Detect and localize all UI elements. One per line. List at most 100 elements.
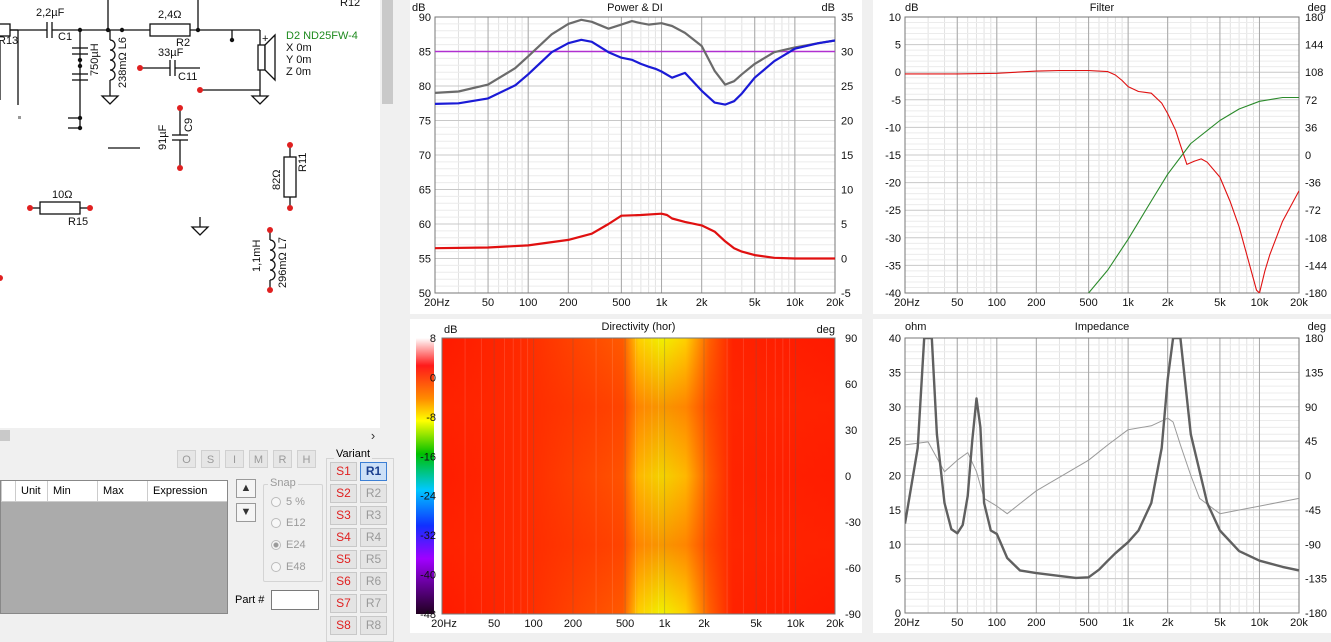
variant-button-s8[interactable]: S8: [330, 616, 357, 635]
graph-title: Impedance: [1075, 321, 1129, 333]
part-number-input[interactable]: [271, 590, 319, 610]
snap-title: Snap: [268, 477, 298, 489]
r2-ref-label: R2: [176, 37, 190, 49]
snap-option-e12[interactable]: E12: [271, 517, 306, 529]
c1-value-label: 2,2µF: [36, 7, 65, 19]
variant-button-r5[interactable]: R5: [360, 550, 387, 569]
schematic-vertical-scrollbar[interactable]: [380, 0, 395, 428]
scale-tick-label: -40: [420, 570, 436, 582]
toolbar-button-s[interactable]: S: [201, 450, 220, 468]
l6-ref-label: 238mΩ L6: [117, 37, 129, 88]
toolbar-button-m[interactable]: M: [249, 450, 268, 468]
variant-button-r7[interactable]: R7: [360, 594, 387, 613]
toolbar-button-h[interactable]: H: [297, 450, 316, 468]
y2-tick-label: -60: [845, 563, 861, 575]
scale-tick-label: -24: [420, 491, 436, 503]
variant-button-s5[interactable]: S5: [330, 550, 357, 569]
vertical-scroll-thumb[interactable]: [382, 0, 393, 104]
x-tick-label: 1k: [1122, 617, 1134, 629]
x-tick-label: 500: [1079, 617, 1097, 629]
snap-option-e24[interactable]: E24: [271, 539, 306, 551]
y-tick-label: 80: [419, 81, 431, 93]
column-min[interactable]: Min: [53, 485, 71, 497]
filter-series-group: [905, 69, 1299, 293]
x-tick-label: 200: [564, 618, 582, 630]
y-tick-label: 50: [419, 288, 431, 300]
toolbar-button-i[interactable]: I: [225, 450, 244, 468]
y2-tick-label: -144: [1305, 260, 1327, 272]
x-tick-label: 10k: [787, 618, 805, 630]
driver-name-label: D2 ND25FW-4: [286, 30, 358, 42]
x-tick-label: 2k: [696, 297, 708, 309]
y-tick-label: 30: [889, 402, 901, 414]
y2-tick-label: 144: [1305, 40, 1323, 52]
directivity-graph[interactable]: 20Hz 50 100 200 500 1k 2k 5k 10k 20k 8 0 -8 -16 -24 -32…: [410, 319, 862, 633]
y-tick-label: 85: [419, 47, 431, 59]
move-down-button[interactable]: ▼: [236, 503, 256, 522]
radio-icon: [271, 518, 281, 528]
variant-button-s3[interactable]: S3: [330, 506, 357, 525]
filter-graph[interactable]: 20Hz 50 100 200 500 1k 2k 5k 10k 20k 10 5 0 -5 -10 -15-…: [873, 0, 1331, 314]
x-tick-label: 100: [519, 297, 537, 309]
y-tick-label: -25: [885, 205, 901, 217]
x-tick-label: 50: [488, 618, 500, 630]
variant-button-r3[interactable]: R3: [360, 506, 387, 525]
line-series-impedance-magnitude: [905, 338, 1299, 580]
y-tick-label: 65: [419, 185, 431, 197]
x-tick-label: 500: [1079, 297, 1097, 309]
snap-option-5pct[interactable]: 5 %: [271, 496, 305, 508]
variant-button-s7[interactable]: S7: [330, 594, 357, 613]
y2-tick-label: 30: [841, 47, 853, 59]
x-tick-label: 500: [616, 618, 634, 630]
horizontal-scroll-thumb[interactable]: [0, 430, 10, 441]
variant-button-r8[interactable]: R8: [360, 616, 387, 635]
variant-button-r4[interactable]: R4: [360, 528, 387, 547]
variant-button-r6[interactable]: R6: [360, 572, 387, 591]
scale-tick-label: 8: [430, 333, 436, 345]
right-unit-label: deg: [817, 324, 835, 336]
toolbar-button-r[interactable]: R: [273, 450, 292, 468]
x-tick-label: 2k: [1162, 297, 1174, 309]
y2-tick-label: 0: [1305, 471, 1311, 483]
variant-button-r2[interactable]: R2: [360, 484, 387, 503]
right-unit-label: deg: [1308, 2, 1326, 14]
plot-frame: [904, 16, 1300, 294]
l7-value-label: 1,1mH: [251, 240, 263, 272]
column-unit[interactable]: Unit: [21, 485, 41, 497]
column-max[interactable]: Max: [103, 485, 124, 497]
parameters-table[interactable]: Unit Min Max Expression: [0, 480, 228, 614]
snap-option-e48[interactable]: E48: [271, 561, 306, 573]
variant-title: Variant: [334, 448, 373, 460]
y2-tick-label: 135: [1305, 367, 1323, 379]
schematic-horizontal-scrollbar[interactable]: [0, 428, 380, 443]
column-expression[interactable]: Expression: [153, 485, 208, 497]
toolbar-button-o[interactable]: O: [177, 450, 196, 468]
y-tick-label: 5: [895, 40, 901, 52]
left-unit-label: ohm: [905, 321, 926, 333]
x-tick-label: 20Hz: [894, 297, 920, 309]
l7-ref-label: 296mΩ L7: [277, 237, 289, 288]
left-unit-label: dB: [412, 2, 425, 14]
l6-value-label: 750µH: [89, 43, 101, 76]
variant-button-s2[interactable]: S2: [330, 484, 357, 503]
schematic-canvas[interactable]: 2,2µF C1 2,4Ω R2 R13 R12 750µH 238mΩ L6 …: [0, 0, 380, 428]
y2-tick-label: 108: [1305, 67, 1323, 79]
chevron-right-icon[interactable]: ›: [370, 428, 376, 443]
part-number-label: Part #: [235, 594, 265, 606]
driver-y-label: Y 0m: [286, 54, 311, 66]
impedance-graph[interactable]: 20Hz 50 100 200 500 1k 2k 5k 10k 20k 40 35 30 25 20 15 1…: [873, 319, 1331, 633]
variant-button-s4[interactable]: S4: [330, 528, 357, 547]
pane-splitter[interactable]: [395, 0, 405, 640]
power-di-graph[interactable]: 20Hz 50 100 200 500 1k 2k 5k 10k 20k 90 85 80 75 70 65 6…: [410, 0, 862, 314]
variant-button-s1[interactable]: S1: [330, 462, 357, 481]
move-up-button[interactable]: ▲: [236, 479, 256, 498]
y2-tick-label: 180: [1305, 12, 1323, 24]
y-tick-label: 5: [895, 574, 901, 586]
variant-button-r1[interactable]: R1: [360, 462, 387, 481]
x-tick-label: 5k: [1214, 617, 1226, 629]
variant-button-s6[interactable]: S6: [330, 572, 357, 591]
x-tick-label: 1k: [1122, 297, 1134, 309]
y-tick-label: 20: [889, 471, 901, 483]
right-unit-label: deg: [1308, 321, 1326, 333]
scale-tick-label: -16: [420, 451, 436, 463]
